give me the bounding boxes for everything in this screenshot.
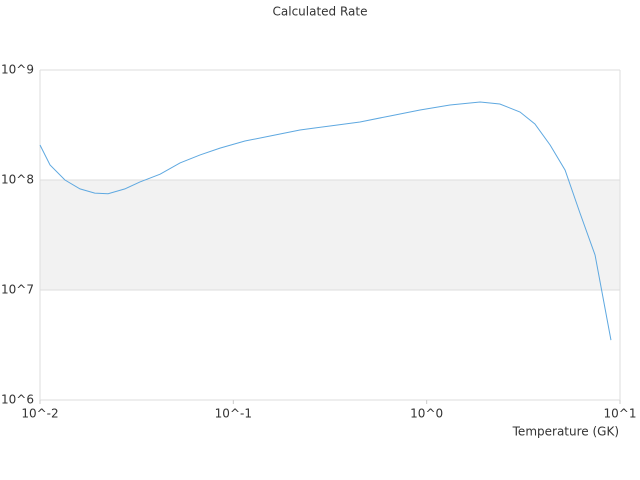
line-series	[39, 101, 612, 341]
y-tick-label: 10^7	[1, 283, 34, 297]
x-tick-label: 10^-1	[215, 407, 252, 421]
x-axis-label: Temperature (GK)	[512, 425, 619, 439]
x-tick-label: 10^-2	[21, 407, 58, 421]
x-tick-label: 10^1	[604, 407, 637, 421]
x-tick-label: 10^0	[410, 407, 443, 421]
y-tick-label: 10^6	[1, 393, 34, 407]
band	[40, 180, 620, 290]
chart-title: Calculated Rate	[273, 5, 368, 19]
y-tick-label: 10^8	[1, 173, 34, 187]
y-tick-label: 10^9	[1, 63, 34, 77]
